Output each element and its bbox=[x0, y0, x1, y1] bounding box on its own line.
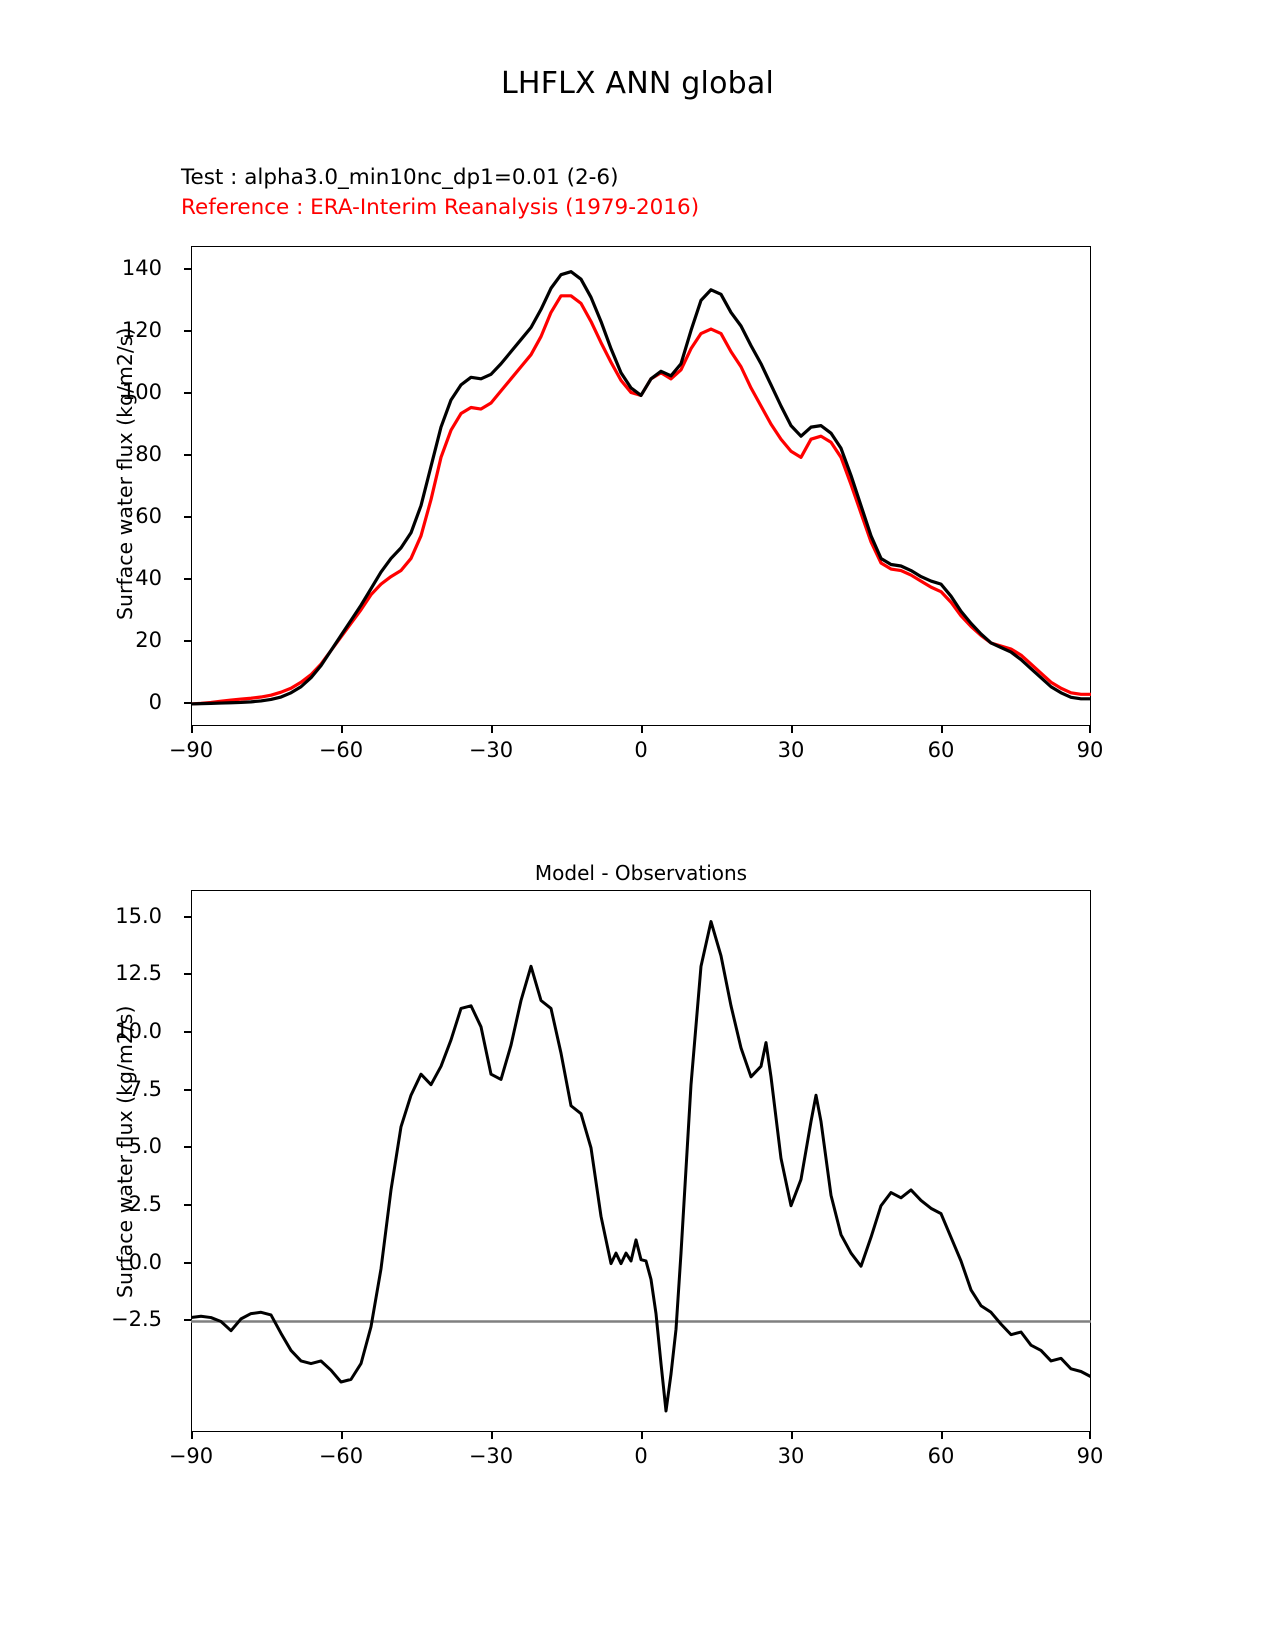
top-ytick-mark bbox=[184, 268, 191, 270]
bottom-ytick-mark bbox=[184, 1262, 191, 1264]
top-ytick-mark bbox=[184, 640, 191, 642]
top-ytick-label-40: 40 bbox=[135, 566, 162, 590]
top-xtick-mark bbox=[491, 726, 493, 733]
bottom-ytick-mark bbox=[184, 1031, 191, 1033]
top-xtick-mark bbox=[791, 726, 793, 733]
top-ytick-label-80: 80 bbox=[135, 442, 162, 466]
bottom-ytick-mark bbox=[184, 1204, 191, 1206]
bottom-ytick-mark bbox=[184, 916, 191, 918]
bottom-xtick-label-neg90: −90 bbox=[168, 1444, 214, 1468]
bottom-ytick-mark bbox=[184, 1319, 191, 1321]
legend-text-block: Test : alpha3.0_min10nc_dp1=0.01 (2-6) R… bbox=[181, 163, 1081, 223]
top-xtick-mark bbox=[641, 726, 643, 733]
figure-title: LHFLX ANN global bbox=[501, 66, 774, 101]
bottom-xtick-mark bbox=[791, 1432, 793, 1439]
bottom-ytick-mark bbox=[184, 1146, 191, 1148]
bottom-xtick-mark bbox=[641, 1432, 643, 1439]
top-axes-frame bbox=[191, 246, 1091, 726]
legend-test-label: Test : alpha3.0_min10nc_dp1=0.01 (2-6) bbox=[181, 165, 619, 190]
bottom-xtick-mark bbox=[941, 1432, 943, 1439]
top-ytick-label-0: 0 bbox=[148, 690, 162, 714]
top-xtick-mark bbox=[1089, 726, 1091, 733]
bottom-xtick-label-neg30: −30 bbox=[468, 1444, 514, 1468]
top-ytick-mark bbox=[184, 330, 191, 332]
bottom-xtick-mark bbox=[491, 1432, 493, 1439]
top-series-test-line bbox=[191, 270, 1091, 706]
top-ytick-label-100: 100 bbox=[121, 380, 162, 404]
bottom-ytick-label-12-5: 12.5 bbox=[115, 961, 162, 985]
top-ytick-mark bbox=[184, 392, 191, 394]
bottom-xtick-mark bbox=[191, 1432, 193, 1439]
bottom-series-difference-line bbox=[191, 920, 1091, 1413]
bottom-panel: Model - Observations Surface water flux … bbox=[111, 861, 1104, 1468]
top-ytick-mark bbox=[184, 454, 191, 456]
top-xtick-label-neg90: −90 bbox=[168, 738, 214, 762]
bottom-xtick-label-90: 90 bbox=[1076, 1444, 1104, 1468]
top-ytick-label-120: 120 bbox=[121, 318, 162, 342]
bottom-xtick-mark bbox=[341, 1432, 343, 1439]
bottom-ytick-label-neg2-5: −2.5 bbox=[111, 1307, 162, 1331]
top-xtick-mark bbox=[941, 726, 943, 733]
top-panel: Surface water flux (kg/m2/s) 140 120 100… bbox=[0, 0, 1275, 780]
bottom-ytick-label-5: 5.0 bbox=[128, 1134, 162, 1158]
bottom-ytick-mark bbox=[184, 1089, 191, 1091]
top-xtick-label-30: 30 bbox=[777, 738, 805, 762]
top-ytick-mark bbox=[184, 702, 191, 704]
top-ytick-mark bbox=[184, 578, 191, 580]
bottom-panel-title: Model - Observations bbox=[534, 861, 748, 885]
bottom-ytick-mark bbox=[184, 973, 191, 975]
bottom-ytick-label-7-5: 7.5 bbox=[128, 1077, 162, 1101]
top-xtick-label-90: 90 bbox=[1076, 738, 1104, 762]
bottom-xtick-label-60: 60 bbox=[927, 1444, 955, 1468]
bottom-xtick-label-30: 30 bbox=[777, 1444, 805, 1468]
top-ytick-mark bbox=[184, 516, 191, 518]
bottom-axes-frame bbox=[191, 890, 1091, 1432]
bottom-xtick-label-0: 0 bbox=[634, 1444, 648, 1468]
bottom-xtick-mark bbox=[1089, 1432, 1091, 1439]
top-xtick-label-0: 0 bbox=[634, 738, 648, 762]
top-xtick-label-60: 60 bbox=[927, 738, 955, 762]
bottom-ytick-label-10: 10.0 bbox=[115, 1019, 162, 1043]
bottom-xtick-label-neg60: −60 bbox=[318, 1444, 364, 1468]
top-ytick-label-140: 140 bbox=[121, 256, 162, 280]
top-ytick-label-20: 20 bbox=[135, 628, 162, 652]
top-ytick-label-60: 60 bbox=[135, 504, 162, 528]
top-xtick-mark bbox=[341, 726, 343, 733]
bottom-ytick-label-0: 0.0 bbox=[128, 1250, 162, 1274]
top-xtick-label-neg60: −60 bbox=[318, 738, 364, 762]
top-xtick-mark bbox=[191, 726, 193, 733]
bottom-ytick-label-15: 15.0 bbox=[115, 904, 162, 928]
bottom-ytick-label-2-5: 2.5 bbox=[128, 1192, 162, 1216]
top-plot-svg bbox=[191, 270, 1091, 706]
top-xtick-label-neg30: −30 bbox=[468, 738, 514, 762]
bottom-plot-svg bbox=[191, 920, 1091, 1413]
legend-reference-label: Reference : ERA-Interim Reanalysis (1979… bbox=[181, 195, 700, 220]
